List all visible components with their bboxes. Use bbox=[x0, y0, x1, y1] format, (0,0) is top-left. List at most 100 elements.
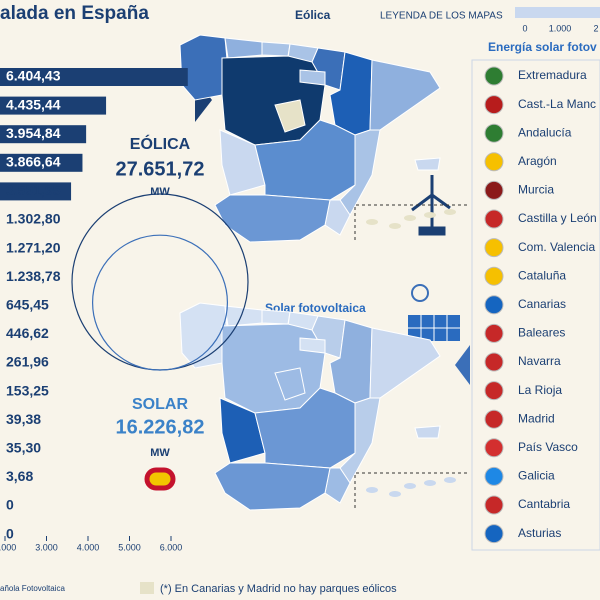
x-tick-label: 4.000 bbox=[77, 542, 100, 552]
region bbox=[339, 397, 381, 484]
total-name: EÓLICA bbox=[130, 134, 191, 153]
value-label: 645,45 bbox=[6, 297, 49, 313]
region bbox=[261, 309, 291, 325]
region bbox=[214, 462, 331, 511]
x-tick-label: 5.000 bbox=[118, 542, 141, 552]
region-name: Madrid bbox=[518, 411, 555, 425]
island bbox=[424, 480, 436, 486]
island bbox=[389, 223, 401, 229]
region-flag bbox=[484, 66, 504, 86]
island bbox=[389, 491, 401, 497]
value-label: 4.435,44 bbox=[6, 96, 61, 112]
region bbox=[369, 59, 441, 131]
region-name: Cast.-La Manc bbox=[518, 97, 596, 111]
total-name: SOLAR bbox=[132, 396, 188, 413]
region-name: Aragón bbox=[518, 154, 557, 168]
x-tick-label: 2.000 bbox=[0, 542, 16, 552]
total-unit: MW bbox=[150, 186, 170, 198]
region-name: Castilla y León bbox=[518, 211, 597, 225]
region-name: La Rioja bbox=[518, 383, 562, 397]
region bbox=[274, 99, 306, 133]
region-flag bbox=[484, 238, 504, 258]
island bbox=[404, 215, 416, 221]
note-swatch bbox=[140, 582, 154, 594]
region bbox=[219, 397, 266, 464]
total-value: 16.226,82 bbox=[116, 416, 205, 438]
wind-map-title: Eólica bbox=[295, 8, 331, 22]
value-label: 35,30 bbox=[6, 440, 41, 456]
x-tick-label: 3.000 bbox=[35, 542, 58, 552]
island bbox=[444, 477, 456, 483]
total-value: 27.651,72 bbox=[116, 158, 205, 180]
value-label: 1.302,80 bbox=[6, 211, 61, 227]
map bbox=[179, 34, 470, 243]
island bbox=[404, 483, 416, 489]
legend-title: LEYENDA DE LOS MAPAS bbox=[380, 11, 503, 22]
region bbox=[299, 69, 326, 86]
island bbox=[424, 212, 436, 218]
value-label: 6.404,43 bbox=[6, 68, 61, 84]
legend-scale bbox=[515, 7, 600, 18]
note: (*) En Canarias y Madrid no hay parques … bbox=[160, 583, 397, 595]
region bbox=[179, 34, 229, 101]
value-label: 3.866,64 bbox=[6, 154, 61, 170]
region bbox=[219, 129, 266, 196]
region-flag bbox=[484, 409, 504, 429]
region-name: Navarra bbox=[518, 354, 561, 368]
region bbox=[214, 194, 331, 243]
solar-icon bbox=[408, 284, 460, 341]
map bbox=[179, 302, 470, 511]
region bbox=[261, 41, 291, 57]
region bbox=[299, 337, 326, 354]
legend-box bbox=[471, 59, 600, 551]
region-name: Galicia bbox=[518, 469, 555, 483]
chart-title: alada en España bbox=[0, 3, 149, 24]
region bbox=[311, 47, 346, 91]
value-label: 3.954,84 bbox=[6, 125, 61, 141]
region-flag bbox=[484, 180, 504, 200]
legend-tick: 0 bbox=[522, 23, 527, 33]
legend-tick: 2 bbox=[593, 23, 598, 33]
bar bbox=[0, 125, 87, 144]
island bbox=[366, 219, 378, 225]
value-label: 0 bbox=[6, 525, 14, 541]
region-name: Com. Valencia bbox=[518, 240, 595, 254]
value-label: 261,96 bbox=[6, 354, 49, 370]
region-flag bbox=[484, 352, 504, 372]
region-flag bbox=[484, 209, 504, 229]
region bbox=[224, 37, 263, 59]
region-name: Cantabria bbox=[518, 497, 570, 511]
region-flag bbox=[484, 152, 504, 172]
value-label: 153,25 bbox=[6, 382, 49, 398]
value-label: 446,62 bbox=[6, 325, 49, 341]
total-unit: MW bbox=[150, 447, 170, 459]
region-name: Murcia bbox=[518, 183, 554, 197]
value-label: 1.271,20 bbox=[6, 239, 61, 255]
value-label: 3,68 bbox=[6, 468, 33, 484]
total-circle bbox=[91, 234, 229, 371]
bar bbox=[0, 96, 107, 115]
region-flag bbox=[484, 495, 504, 515]
region-name: Extremadura bbox=[518, 68, 587, 82]
spain-flag bbox=[144, 467, 176, 491]
region-name: País Vasco bbox=[518, 440, 578, 454]
legend-tick: 1.000 bbox=[549, 23, 572, 33]
bar bbox=[0, 182, 72, 201]
region-name: Asturias bbox=[518, 526, 561, 540]
source: añola Fotovoltaica bbox=[0, 584, 65, 593]
region-flag bbox=[484, 295, 504, 315]
x-tick-label: 6.000 bbox=[160, 542, 183, 552]
region bbox=[414, 157, 441, 171]
region-name: Cataluña bbox=[518, 268, 566, 282]
arrow bbox=[455, 345, 470, 385]
region-flag bbox=[484, 466, 504, 486]
region bbox=[311, 315, 346, 359]
value-label: 1.238,78 bbox=[6, 268, 61, 284]
value-label: 39,38 bbox=[6, 411, 41, 427]
region-name: Canarias bbox=[518, 297, 566, 311]
island bbox=[444, 209, 456, 215]
bar bbox=[0, 68, 188, 86]
region-flag bbox=[484, 123, 504, 143]
region bbox=[339, 129, 381, 216]
